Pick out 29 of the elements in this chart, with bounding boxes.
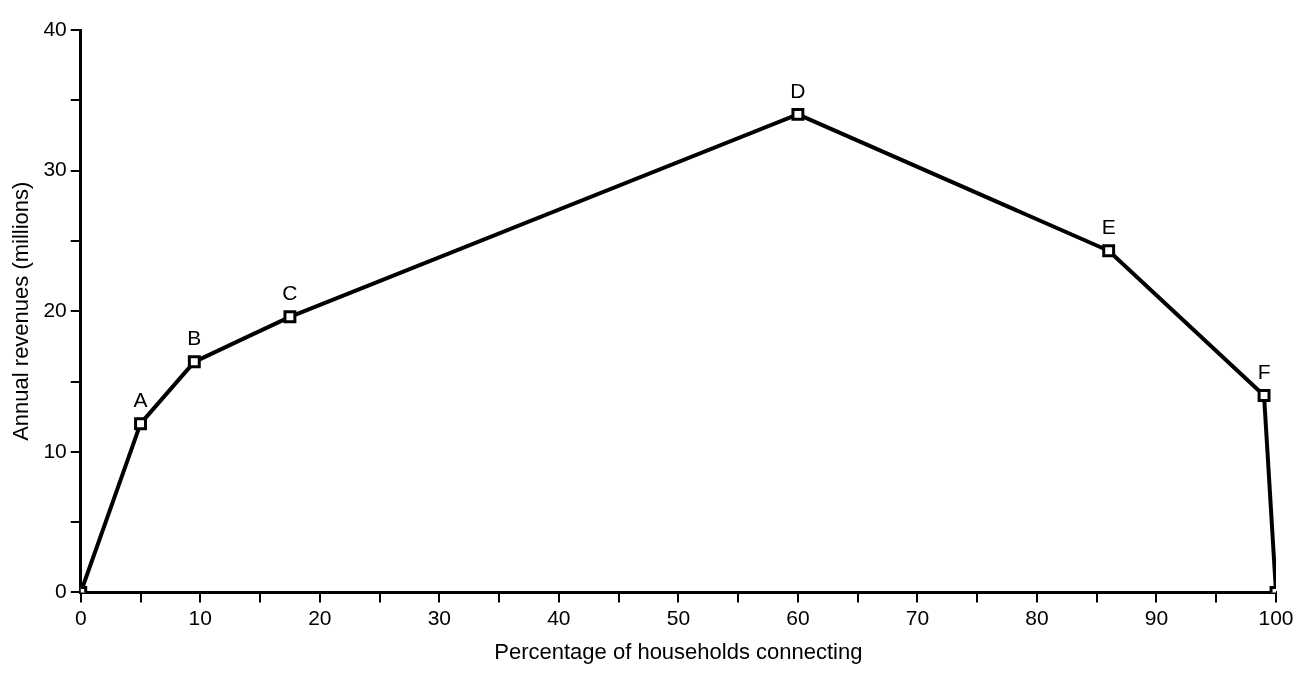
x-tick-label: 90 (1144, 605, 1169, 629)
point (134, 417, 147, 431)
y-tick-label: 40 (43, 16, 67, 40)
point (187, 355, 201, 369)
point (1102, 244, 1116, 258)
y-tick-label: 10 (43, 438, 67, 462)
x-axis-title: Percentage of households connecting (494, 638, 863, 664)
annotation: F (1257, 359, 1271, 383)
x-tick-label: 60 (786, 605, 810, 629)
annotation: D (790, 78, 806, 102)
y-axis-title: Annual revenues (millions) (8, 181, 34, 441)
annotation: E (1101, 215, 1116, 239)
y-tick-label: 20 (43, 298, 67, 321)
x-tick-label: 100 (1258, 605, 1294, 629)
x-tick-label: 50 (666, 605, 691, 629)
annotation: A (133, 387, 148, 411)
x-tick-label: 40 (547, 605, 571, 629)
x-tick-label: 80 (1025, 605, 1049, 629)
annotation: C (282, 281, 298, 305)
x-tick-label: 20 (308, 605, 332, 629)
y-tick-label: 0 (55, 579, 67, 603)
x-tick-label: 10 (188, 605, 212, 629)
point (1257, 389, 1271, 403)
x-tick-label: 0 (74, 605, 87, 629)
point (283, 310, 297, 324)
x-tick-label: 70 (905, 605, 930, 629)
y-tick-label: 30 (43, 157, 67, 181)
x-tick-label: 30 (427, 605, 452, 629)
annotation: B (187, 326, 202, 350)
